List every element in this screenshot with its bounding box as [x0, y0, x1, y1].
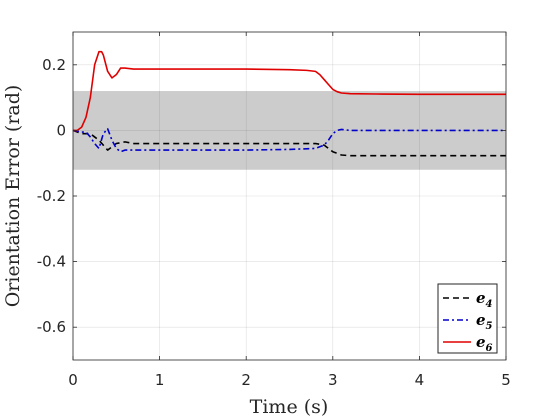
axes [72, 31, 507, 361]
x-axis-label: Time (s) [250, 396, 329, 418]
x-tick-label: 5 [501, 371, 511, 389]
x-tick-label: 0 [68, 371, 78, 389]
x-tick-label: 4 [415, 371, 425, 389]
x-tick-label: 3 [328, 371, 338, 389]
legend-label-1: e4 [476, 289, 493, 310]
y-axis-label: Orientation Error (rad) [2, 85, 24, 308]
legend-label-3: e6 [476, 333, 493, 354]
tolerance-band [73, 32, 506, 360]
legend-label-2: e5 [476, 311, 493, 332]
y-tick-label: -0.6 [37, 318, 66, 336]
series-lines [72, 50, 506, 157]
x-tick-label: 1 [155, 371, 165, 389]
plot-background [73, 32, 506, 360]
series-line-1 [72, 129, 506, 157]
tolerance-band-rect [73, 91, 506, 170]
y-tick-label: -0.2 [37, 187, 66, 205]
series-line-2 [72, 127, 506, 153]
y-tick-label: -0.4 [37, 253, 66, 271]
tick-labels: 0 1 2 3 4 5 0.2 0 -0.2 -0.4 -0.6 [37, 56, 511, 389]
x-tick-label: 2 [241, 371, 251, 389]
y-tick-label: 0 [56, 121, 66, 139]
y-tick-label: 0.2 [42, 56, 66, 74]
series-line-3 [73, 50, 506, 132]
